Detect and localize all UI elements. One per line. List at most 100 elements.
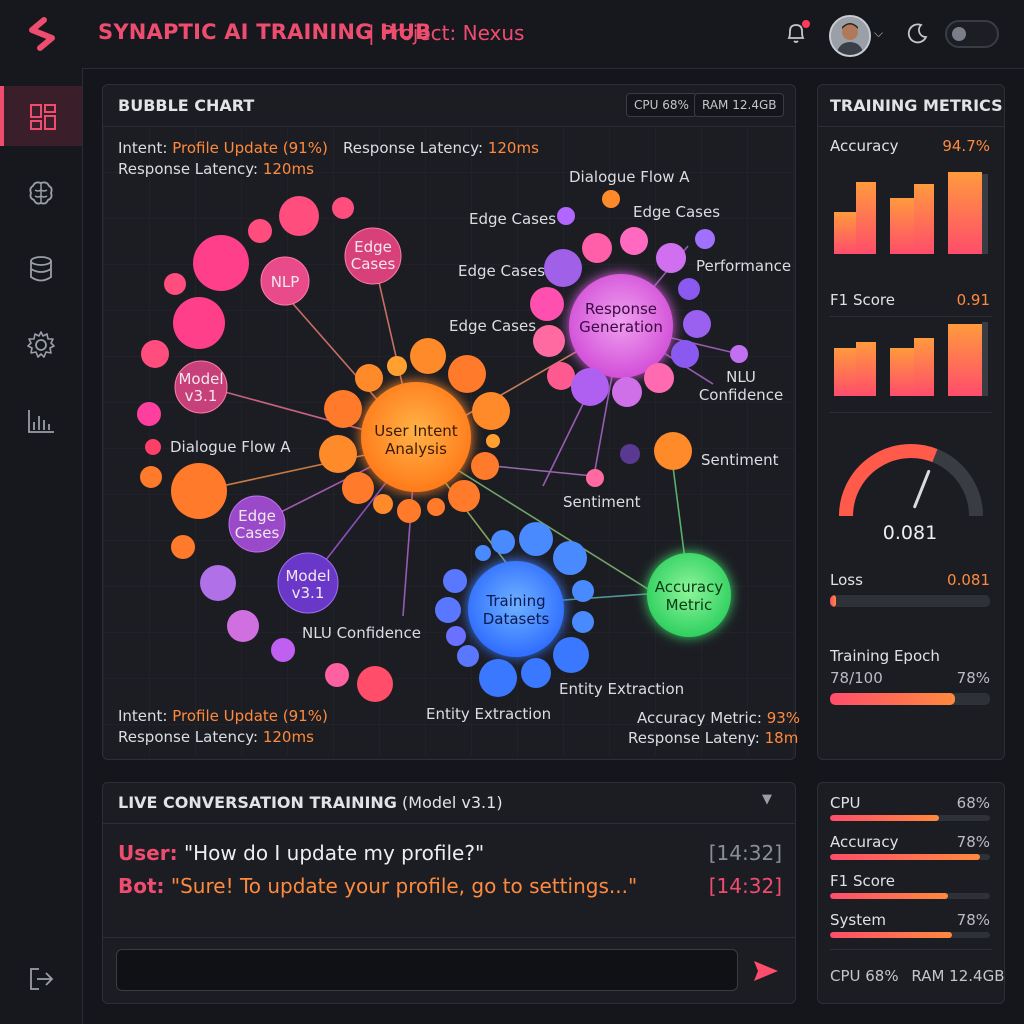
bubble[interactable] bbox=[373, 494, 393, 514]
model-node[interactable] bbox=[277, 552, 339, 614]
bubble[interactable] bbox=[427, 498, 445, 516]
bubble[interactable] bbox=[586, 469, 604, 487]
bubble[interactable] bbox=[171, 535, 195, 559]
bubble[interactable] bbox=[521, 658, 551, 688]
bubble[interactable] bbox=[171, 463, 227, 519]
accuracy-value: 94.7% bbox=[942, 137, 990, 155]
moon-icon[interactable] bbox=[905, 22, 929, 46]
bubble[interactable] bbox=[472, 392, 510, 430]
latency-label: Response Latency: bbox=[118, 160, 259, 178]
project-name[interactable]: | Project: Nexus bbox=[368, 21, 525, 45]
bubble[interactable] bbox=[342, 472, 374, 504]
bubble[interactable] bbox=[683, 310, 711, 338]
bubble[interactable] bbox=[602, 190, 620, 208]
bubble[interactable] bbox=[325, 663, 349, 687]
bubble[interactable] bbox=[730, 345, 748, 363]
message-input[interactable] bbox=[116, 949, 738, 991]
bubble[interactable] bbox=[491, 530, 515, 554]
bar bbox=[834, 348, 856, 396]
bubble[interactable] bbox=[544, 249, 582, 287]
avatar[interactable] bbox=[829, 15, 871, 57]
model-node[interactable] bbox=[174, 360, 228, 414]
bubble[interactable] bbox=[387, 356, 407, 376]
bubble[interactable] bbox=[572, 611, 594, 633]
bubble[interactable] bbox=[443, 569, 467, 593]
bubble[interactable] bbox=[471, 452, 499, 480]
bubble[interactable] bbox=[397, 499, 421, 523]
bubble[interactable] bbox=[671, 340, 699, 368]
bubble[interactable] bbox=[612, 377, 642, 407]
bubble[interactable] bbox=[279, 196, 319, 236]
bubble[interactable] bbox=[248, 219, 272, 243]
bubble[interactable] bbox=[141, 340, 169, 368]
bubble[interactable] bbox=[553, 541, 587, 575]
bubble[interactable] bbox=[620, 444, 640, 464]
notification-bell-icon[interactable] bbox=[784, 20, 808, 46]
training-datasets-node[interactable] bbox=[468, 561, 564, 657]
bubble[interactable] bbox=[332, 197, 354, 219]
bubble[interactable] bbox=[357, 666, 393, 702]
logout-icon bbox=[30, 968, 54, 990]
bubble[interactable] bbox=[519, 522, 553, 556]
bubble[interactable] bbox=[479, 659, 517, 697]
collapse-chevron-icon[interactable]: ▼ bbox=[762, 792, 772, 807]
bubble[interactable] bbox=[410, 338, 446, 374]
bubble[interactable] bbox=[486, 434, 500, 448]
bubble[interactable] bbox=[448, 480, 480, 512]
bubble[interactable] bbox=[620, 227, 648, 255]
bubble[interactable] bbox=[475, 545, 491, 561]
bubble[interactable] bbox=[193, 235, 249, 291]
bubble[interactable] bbox=[553, 637, 589, 673]
bubble[interactable] bbox=[435, 597, 461, 623]
bubble[interactable] bbox=[678, 278, 700, 300]
bubble[interactable] bbox=[448, 355, 486, 393]
bubble[interactable] bbox=[572, 580, 594, 602]
bubble[interactable] bbox=[654, 432, 692, 470]
toggle-knob bbox=[952, 27, 966, 41]
loss-label: Loss bbox=[830, 571, 863, 589]
accuracy-metric-node[interactable] bbox=[647, 553, 731, 637]
bubble[interactable] bbox=[145, 439, 161, 455]
dashboard-icon bbox=[30, 104, 56, 130]
bubble[interactable] bbox=[446, 626, 466, 646]
chevron-down-icon[interactable]: ⌵ bbox=[874, 26, 884, 40]
sidebar-item-analytics[interactable] bbox=[0, 390, 82, 450]
bubble[interactable] bbox=[530, 287, 564, 321]
bubble[interactable] bbox=[173, 297, 225, 349]
sidebar-item-brain[interactable] bbox=[0, 162, 82, 222]
bubble[interactable] bbox=[324, 390, 362, 428]
response-generation-label: Response Generation bbox=[579, 300, 663, 336]
send-icon[interactable] bbox=[752, 958, 780, 984]
bubble[interactable] bbox=[164, 273, 186, 295]
bubble[interactable] bbox=[319, 435, 357, 473]
bubble[interactable] bbox=[557, 207, 575, 225]
label-line: Metric bbox=[666, 596, 713, 614]
bubble[interactable] bbox=[271, 638, 295, 662]
bubble[interactable] bbox=[457, 645, 479, 667]
bubble[interactable] bbox=[644, 363, 674, 393]
bubble[interactable] bbox=[355, 364, 383, 392]
bubble[interactable] bbox=[200, 565, 236, 601]
logout-button[interactable] bbox=[0, 948, 82, 1008]
nlp-node[interactable] bbox=[260, 256, 310, 306]
edge-cases-node[interactable] bbox=[344, 227, 402, 285]
bubble[interactable] bbox=[656, 243, 686, 273]
response-generation-node[interactable] bbox=[569, 274, 673, 378]
chat-timestamp: [14:32] bbox=[708, 874, 782, 898]
bubble[interactable] bbox=[227, 610, 259, 642]
bubble[interactable] bbox=[140, 466, 162, 488]
bubble[interactable] bbox=[533, 325, 565, 357]
bubble[interactable] bbox=[547, 362, 575, 390]
theme-toggle[interactable] bbox=[945, 20, 999, 48]
latency-label: Response Latency: bbox=[343, 139, 484, 157]
app-logo-icon[interactable] bbox=[22, 14, 62, 54]
bubble[interactable] bbox=[137, 402, 161, 426]
bubble[interactable] bbox=[582, 233, 612, 263]
bubble[interactable] bbox=[695, 229, 715, 249]
user-intent-node[interactable] bbox=[361, 382, 471, 492]
sidebar-item-database[interactable] bbox=[0, 238, 82, 298]
sidebar-item-settings[interactable] bbox=[0, 314, 82, 374]
edge-cases-node[interactable] bbox=[228, 495, 286, 553]
bubble[interactable] bbox=[571, 368, 609, 406]
sidebar-item-dashboard[interactable] bbox=[0, 86, 82, 146]
